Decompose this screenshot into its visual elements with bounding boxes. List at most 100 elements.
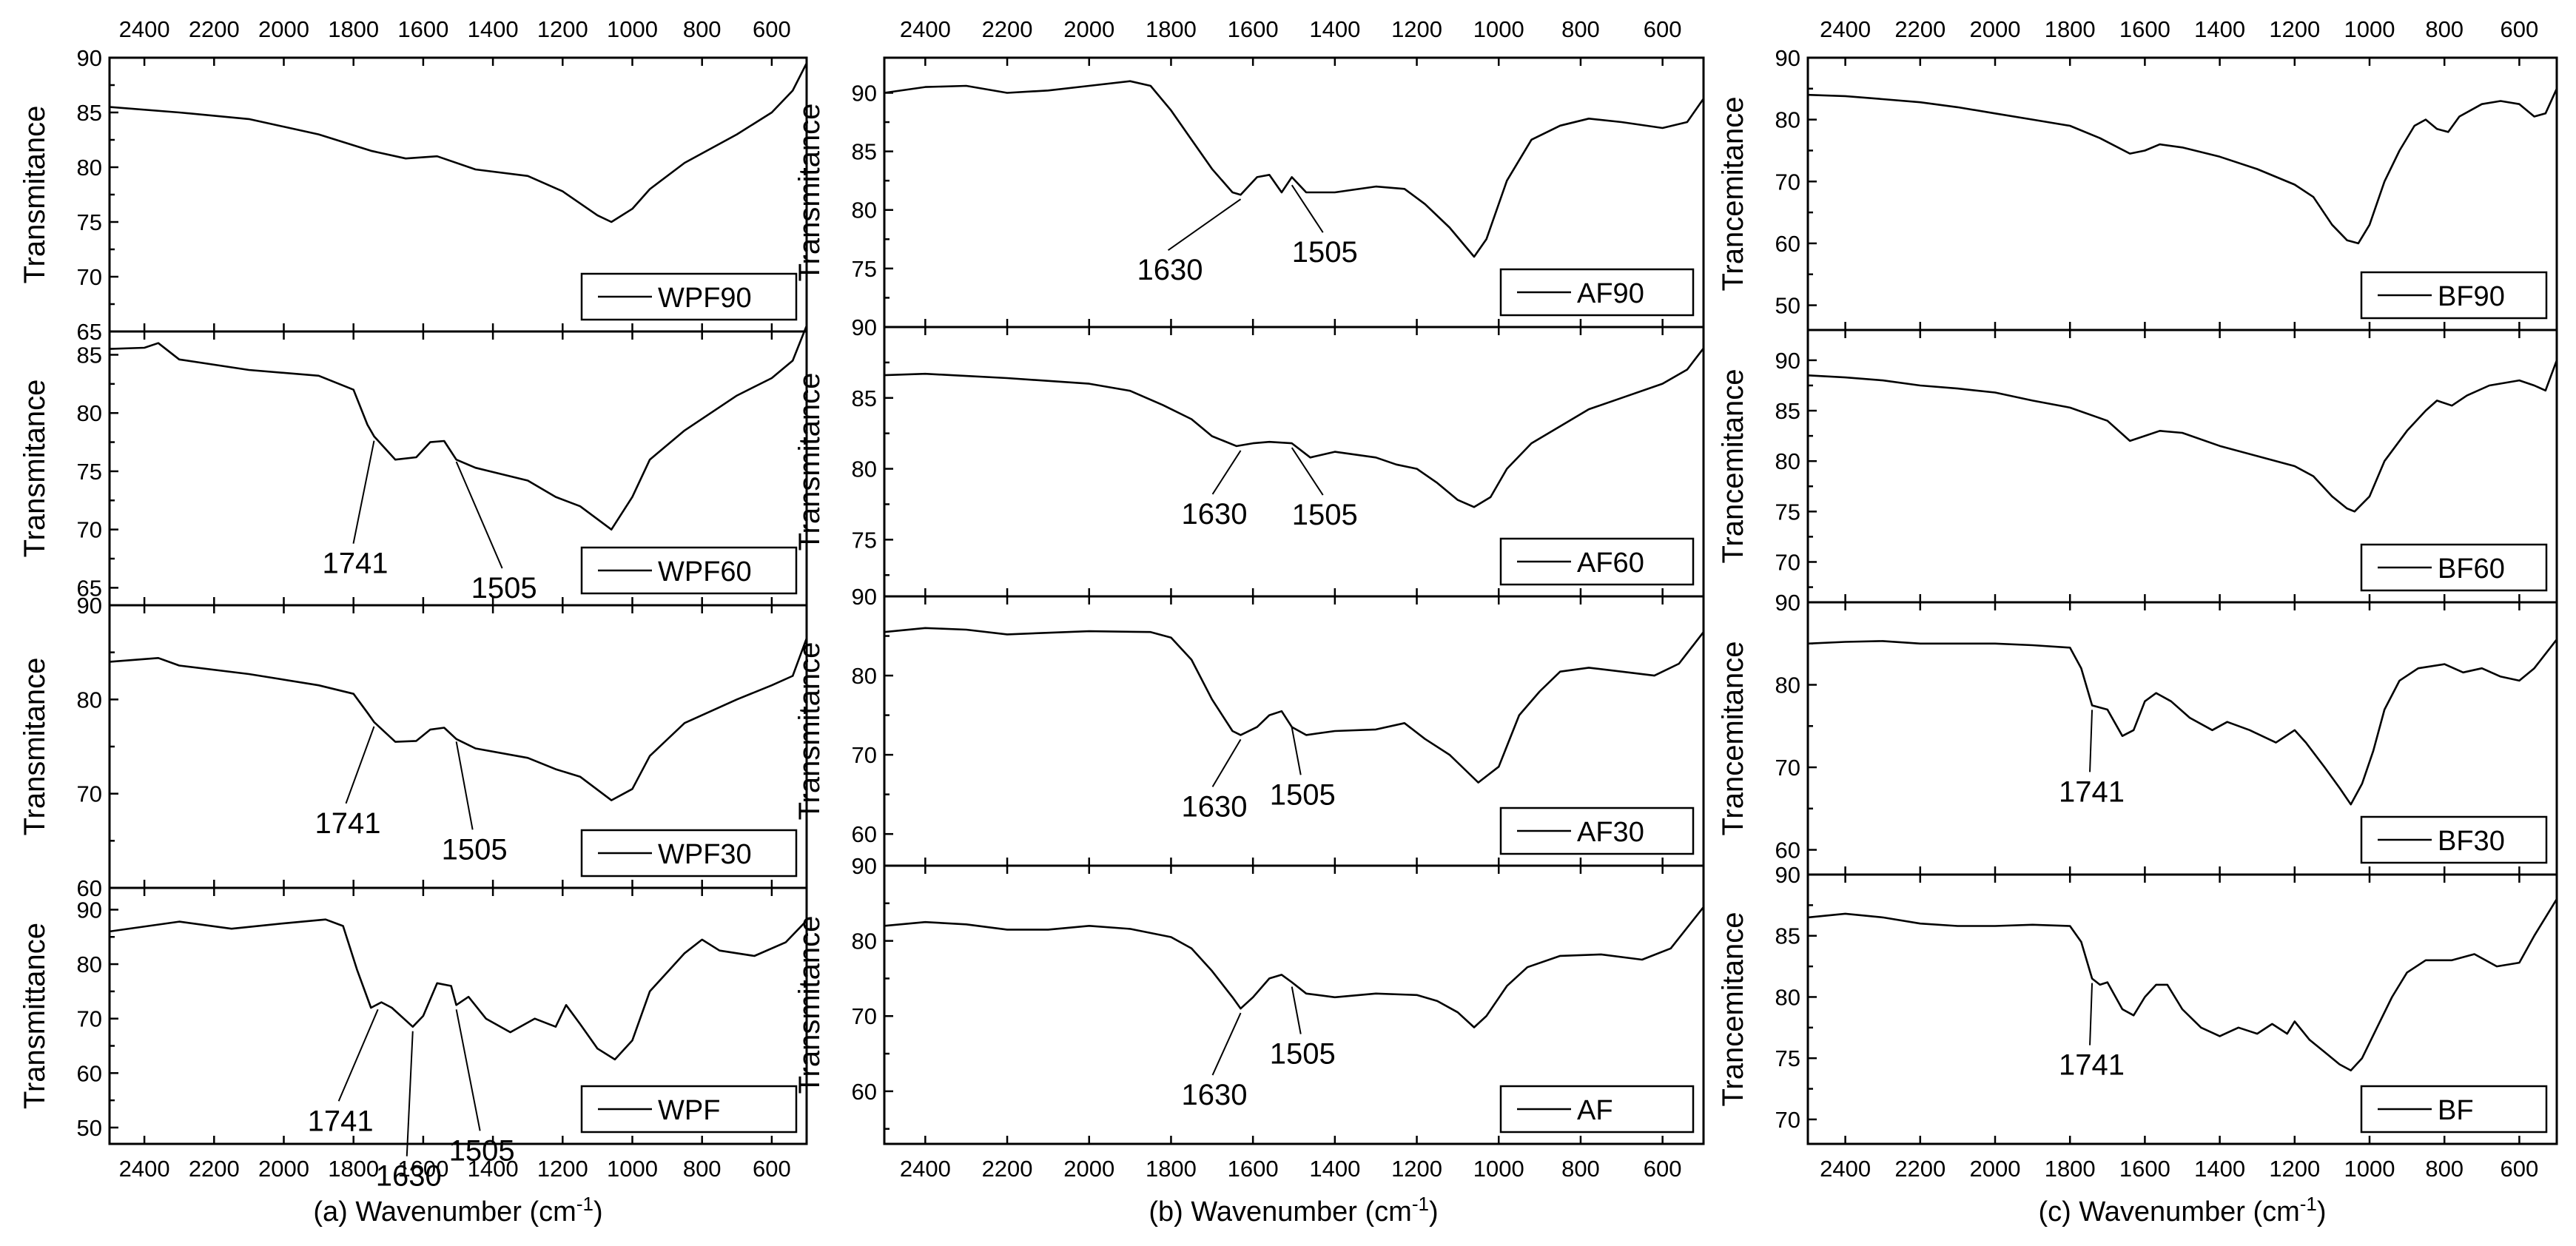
peak-annotation: 1741 [308, 1105, 374, 1137]
x-tick-label-bottom: 2400 [900, 1156, 951, 1182]
y-tick-label: 90 [77, 45, 102, 71]
x-tick-label-top: 2400 [1820, 16, 1871, 42]
x-tick-label-top: 1200 [2269, 16, 2320, 42]
x-tick-label-bottom: 1000 [1473, 1156, 1524, 1182]
x-tick-label-bottom: 2400 [119, 1156, 170, 1182]
x-tick-label-top: 600 [753, 16, 791, 42]
legend-label: BF60 [2438, 553, 2505, 585]
caption-prefix: (b) [1149, 1196, 1191, 1228]
x-tick-label-top: 800 [1561, 16, 1600, 42]
x-tick-label-top: 1600 [2119, 16, 2170, 42]
spectrum-line-BF [1807, 898, 2558, 1071]
panel-a-0: 65 70 75 80 85 90 Transmitance WPF90 [19, 45, 808, 345]
x-tick-label-top: 2200 [189, 16, 240, 42]
y-tick-label: 70 [1775, 755, 1800, 781]
legend-label: BF30 [2438, 826, 2505, 857]
y-tick-label: 70 [77, 781, 102, 807]
x-axis-caption: (c) Wavenumber (cm-1) [2038, 1193, 2326, 1228]
y-tick-label: 50 [1775, 293, 1800, 319]
y-tick-label: 90 [1775, 590, 1800, 616]
peak-annotation: 1630 [1182, 790, 1248, 823]
x-tick-label-bottom: 2400 [1820, 1156, 1871, 1182]
y-tick-label: 85 [77, 342, 102, 368]
y-tick-label: 80 [1775, 448, 1800, 474]
x-tick-label-top: 1000 [607, 16, 658, 42]
y-tick-label: 70 [77, 1006, 102, 1032]
spectrum-line-AF30 [884, 627, 1705, 784]
peak-annotation: 1505 [1270, 1038, 1336, 1071]
x-tick-label-bottom: 800 [683, 1156, 722, 1182]
y-tick-label: 60 [852, 1079, 877, 1105]
y-axis-label: Transmittance [19, 923, 51, 1109]
y-axis-label: Transmitance [19, 106, 51, 284]
y-tick-label: 80 [1775, 984, 1800, 1010]
peak-annotation: 1630 [376, 1160, 442, 1193]
peak-annotation: 1505 [1292, 236, 1358, 269]
y-tick-label: 70 [1775, 549, 1800, 575]
x-tick-label-bottom: 1400 [2194, 1156, 2245, 1182]
x-tick-label-top: 2000 [1063, 16, 1114, 42]
caption-close: ) [1429, 1196, 1439, 1228]
panel-b-1: 75 80 85 90 Transmitance AF60 1630 1505 [793, 314, 1705, 598]
plot-frame [108, 886, 808, 1145]
y-tick-label: 90 [77, 897, 102, 923]
y-tick-label: 75 [1775, 1045, 1800, 1071]
x-tick-label-bottom: 1000 [607, 1156, 658, 1182]
spectrum-line-BF60 [1807, 360, 2558, 513]
x-tick-label-top: 2200 [1894, 16, 1946, 42]
y-tick-label: 80 [852, 663, 877, 689]
legend-label: AF [1577, 1095, 1613, 1126]
peak-annotation: 1505 [1270, 778, 1336, 811]
annotation-leader [455, 741, 474, 830]
legend-label: WPF90 [658, 283, 752, 314]
caption-prefix: (a) [313, 1196, 355, 1228]
x-tick-label-bottom: 1600 [2119, 1156, 2170, 1182]
panel-b-3: 60 70 80 90 Transmitance AF 1630 1505 [793, 853, 1705, 1145]
spectrum-line-AF90 [884, 80, 1705, 258]
x-tick-label-bottom: 1200 [537, 1156, 588, 1182]
caption-label: Wavenumber (cm [1191, 1196, 1411, 1228]
y-axis-label: Transmitance [793, 373, 826, 551]
x-tick-label-top: 2200 [982, 16, 1033, 42]
caption-label: Wavenumber (cm [355, 1196, 576, 1228]
peak-annotation: 1505 [471, 572, 537, 605]
panel-c-0: 50 60 70 80 90 Trancemitance BF90 [1717, 45, 2558, 331]
spectrum-line-BF30 [1807, 639, 2558, 806]
y-axis-label: Trancemitance [1717, 912, 1749, 1106]
annotation-leader [406, 1031, 414, 1156]
x-tick-label-top: 600 [1644, 16, 1682, 42]
annotation-leader [352, 440, 375, 544]
y-tick-label: 60 [1775, 838, 1800, 863]
peak-annotation: 1505 [442, 833, 508, 866]
x-tick-label-bottom: 2200 [189, 1156, 240, 1182]
annotation-leader [2089, 710, 2094, 772]
x-tick-label-top: 600 [2501, 16, 2539, 42]
legend-label: WPF [658, 1095, 720, 1126]
annotation-leader [1291, 447, 1324, 496]
y-tick-label: 60 [852, 821, 877, 847]
y-tick-label: 70 [77, 517, 102, 543]
x-tick-label-top: 1400 [2194, 16, 2245, 42]
x-tick-label-top: 1800 [2045, 16, 2096, 42]
annotation-leader [337, 1008, 379, 1102]
x-tick-label-top: 1600 [397, 16, 448, 42]
x-tick-label-bottom: 1200 [2269, 1156, 2320, 1182]
peak-annotation: 1741 [322, 548, 388, 580]
annotation-leader [1291, 727, 1302, 775]
x-tick-label-bottom: 600 [753, 1156, 791, 1182]
x-tick-label-top: 2400 [119, 16, 170, 42]
x-tick-label-top: 1200 [1391, 16, 1442, 42]
x-tick-label-bottom: 2000 [258, 1156, 309, 1182]
legend-label: AF90 [1577, 278, 1644, 309]
y-tick-label: 75 [77, 459, 102, 485]
x-tick-label-bottom: 2200 [1894, 1156, 1946, 1182]
spectrum-line-WPF60 [109, 325, 808, 531]
x-tick-label-bottom: 2200 [982, 1156, 1033, 1182]
plot-frame [883, 864, 1705, 1145]
y-tick-label: 80 [77, 952, 102, 977]
caption-close: ) [593, 1196, 603, 1228]
spectrum-line-WPF [109, 918, 807, 1061]
panel-c-2: 60 70 80 90 Trancemitance BF30 1741 [1717, 590, 2558, 876]
x-tick-label-top: 1000 [2344, 16, 2395, 42]
y-tick-label: 90 [852, 314, 877, 340]
